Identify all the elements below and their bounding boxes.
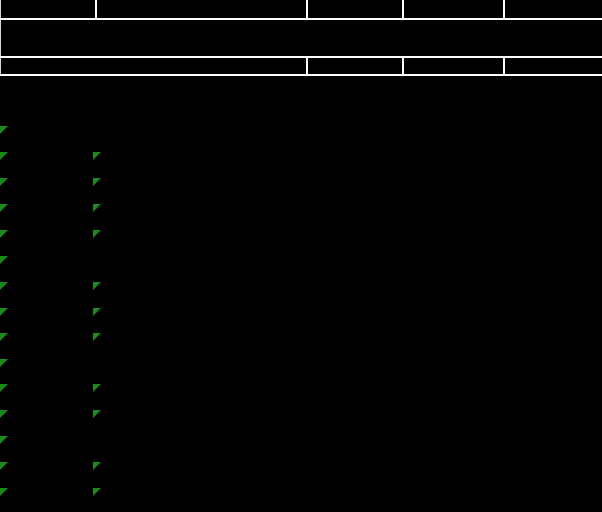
grid-hline-middle xyxy=(0,56,602,58)
marker-field xyxy=(0,76,602,512)
green-arrow-marker-icon[interactable] xyxy=(0,436,8,444)
grid-vline-2 xyxy=(306,0,308,20)
table-cell[interactable] xyxy=(2,2,95,18)
green-arrow-marker-icon[interactable] xyxy=(0,282,8,290)
green-arrow-marker-icon[interactable] xyxy=(93,204,101,212)
green-arrow-marker-icon[interactable] xyxy=(0,256,8,264)
green-arrow-marker-icon[interactable] xyxy=(93,488,101,496)
grid-vline-body-4 xyxy=(503,56,505,76)
green-arrow-marker-icon[interactable] xyxy=(0,230,8,238)
green-arrow-marker-icon[interactable] xyxy=(93,384,101,392)
green-arrow-marker-icon[interactable] xyxy=(93,152,101,160)
table-cell[interactable] xyxy=(404,58,503,74)
table-cell[interactable] xyxy=(308,2,402,18)
green-arrow-marker-icon[interactable] xyxy=(93,230,101,238)
green-arrow-marker-icon[interactable] xyxy=(0,488,8,496)
green-arrow-marker-icon[interactable] xyxy=(0,308,8,316)
green-arrow-marker-icon[interactable] xyxy=(0,462,8,470)
grid-left-edge xyxy=(0,0,1,76)
green-arrow-marker-icon[interactable] xyxy=(0,152,8,160)
green-arrow-marker-icon[interactable] xyxy=(0,178,8,186)
green-arrow-marker-icon[interactable] xyxy=(0,204,8,212)
grid-vline-3 xyxy=(402,0,404,20)
green-arrow-marker-icon[interactable] xyxy=(0,384,8,392)
grid-hline-top xyxy=(0,18,602,20)
table-cell[interactable] xyxy=(2,58,306,74)
table-cell[interactable] xyxy=(97,2,306,18)
grid-vline-body-2 xyxy=(306,56,308,76)
green-arrow-marker-icon[interactable] xyxy=(93,462,101,470)
grid-vline-body-3 xyxy=(402,56,404,76)
green-arrow-marker-icon[interactable] xyxy=(0,333,8,341)
grid-vline-1 xyxy=(95,0,97,20)
green-arrow-marker-icon[interactable] xyxy=(93,333,101,341)
green-arrow-marker-icon[interactable] xyxy=(0,410,8,418)
green-arrow-marker-icon[interactable] xyxy=(93,282,101,290)
grid-hline-bottom xyxy=(0,74,602,76)
table-cell[interactable] xyxy=(505,2,602,18)
table-cell[interactable] xyxy=(2,20,602,56)
green-arrow-marker-icon[interactable] xyxy=(0,126,8,134)
table-cell[interactable] xyxy=(505,58,602,74)
grid-vline-4 xyxy=(503,0,505,20)
table-cell[interactable] xyxy=(308,58,402,74)
table-grid xyxy=(0,0,602,76)
green-arrow-marker-icon[interactable] xyxy=(93,308,101,316)
table-cell[interactable] xyxy=(404,2,503,18)
green-arrow-marker-icon[interactable] xyxy=(0,359,8,367)
green-arrow-marker-icon[interactable] xyxy=(93,410,101,418)
green-arrow-marker-icon[interactable] xyxy=(93,178,101,186)
